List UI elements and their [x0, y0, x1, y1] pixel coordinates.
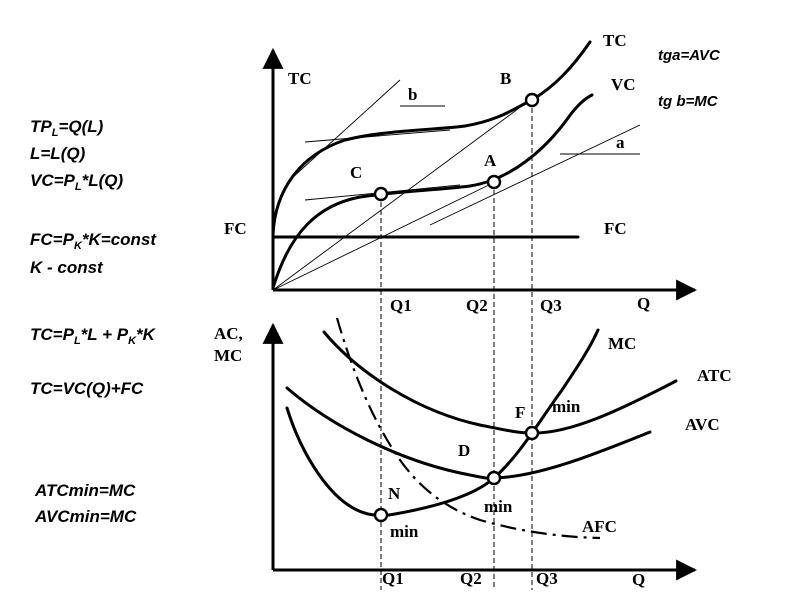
bottom-tick-q2: Q2 — [460, 569, 482, 588]
top-tick-q2: Q2 — [466, 296, 488, 315]
formula-k: K - const — [30, 258, 104, 277]
bottom-x-label: Q — [632, 570, 645, 589]
formula-tc-sum: TC=VC(Q)+FC — [30, 379, 144, 398]
fc-left-label: FC — [224, 219, 247, 238]
afc-curve-label: AFC — [582, 517, 617, 536]
tg-b-label: tg b=MC — [658, 93, 719, 110]
top-panel: TC Q FC FC TC VC a b A B C tga=AVC tg b=… — [224, 31, 721, 590]
point-a-marker — [486, 174, 502, 190]
tc-curve-label: TC — [603, 31, 627, 50]
point-b-label: B — [500, 69, 511, 88]
avc-curve — [285, 386, 652, 480]
min-n-label: min — [390, 522, 419, 541]
point-n-label: N — [388, 484, 401, 503]
point-d-marker — [486, 470, 502, 486]
min-f-label: min — [552, 397, 581, 416]
formula-fc: FC=PK*K=const — [30, 230, 157, 252]
bottom-tick-q3: Q3 — [536, 569, 558, 588]
tg-a-label: tga=AVC — [658, 47, 721, 64]
bottom-y-label-mc: MC — [214, 346, 242, 365]
mc-curve-label: MC — [608, 334, 636, 353]
formula-block: TPL=Q(L) L=L(Q) VC=PL*L(Q) FC=PK*K=const… — [30, 117, 157, 526]
point-f-label: F — [515, 403, 525, 422]
bottom-panel: AC, MC Q MC ATC AVC AFC F min D min N mi… — [214, 317, 732, 589]
point-b-marker — [524, 92, 540, 108]
formula-l: L=L(Q) — [30, 144, 86, 163]
bottom-y-label-ac: AC, — [214, 324, 243, 343]
mc-curve — [285, 328, 600, 517]
tc-curve — [271, 40, 592, 237]
point-c-label: C — [350, 163, 362, 182]
top-tick-q3: Q3 — [540, 296, 562, 315]
formula-vc: VC=PL*L(Q) — [30, 171, 124, 193]
vc-curve — [271, 93, 594, 290]
point-d-label: D — [458, 441, 470, 460]
afc-curve — [335, 317, 601, 540]
top-x-label: Q — [637, 294, 650, 313]
formula-tp: TPL=Q(L) — [30, 117, 104, 139]
point-f-marker — [524, 425, 540, 441]
ray-to-b — [272, 99, 531, 291]
tangent-a — [429, 124, 641, 226]
vc-curve-label: VC — [611, 75, 636, 94]
formula-avcmin: AVCmin=MC — [34, 507, 137, 526]
tangent-a-label: a — [616, 133, 625, 152]
formula-tc-factors: TC=PL*L + PK*K — [30, 325, 157, 347]
formula-atcmin: ATCmin=MC — [34, 481, 136, 500]
bottom-tick-q1: Q1 — [382, 569, 404, 588]
top-tick-q1: Q1 — [390, 296, 412, 315]
top-y-label: TC — [288, 69, 312, 88]
atc-curve — [322, 330, 678, 435]
point-c-marker — [373, 186, 389, 202]
tc-inflection-tangent — [304, 129, 451, 143]
atc-curve-label: ATC — [697, 366, 732, 385]
fc-right-label: FC — [604, 219, 627, 238]
min-d-label: min — [484, 497, 513, 516]
point-a-label: A — [484, 151, 497, 170]
tangent-b — [291, 79, 401, 179]
point-n-marker — [373, 507, 389, 523]
tangent-b-label: b — [408, 85, 417, 104]
avc-curve-label: AVC — [685, 415, 720, 434]
